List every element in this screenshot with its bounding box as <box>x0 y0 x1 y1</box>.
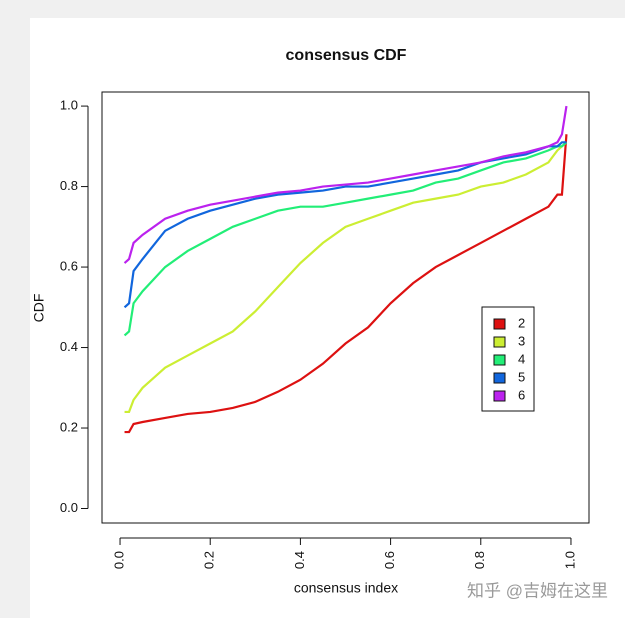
legend-swatch <box>493 354 506 366</box>
legend-swatch <box>493 390 506 402</box>
chart-title: consensus CDF <box>286 47 407 64</box>
legend-swatch <box>493 318 506 330</box>
watermark: 知乎 @吉姆在这里 <box>467 581 608 600</box>
series-line <box>124 134 568 434</box>
legend-swatch <box>493 336 506 348</box>
y-tick-label: 0.8 <box>60 178 78 193</box>
y-axis-label: CDF <box>31 294 47 323</box>
y-tick-label: 0.0 <box>60 500 78 515</box>
legend-label: 6 <box>518 387 525 402</box>
legend-swatch <box>493 372 506 384</box>
legend-label: 3 <box>518 333 525 348</box>
legend-box <box>481 306 535 412</box>
x-tick-label: 0.0 <box>111 551 126 569</box>
legend-label: 2 <box>518 315 525 330</box>
y-tick-label: 1.0 <box>60 98 78 113</box>
y-tick-label: 0.4 <box>60 339 78 354</box>
series-line <box>123 105 568 264</box>
series-line <box>124 141 568 414</box>
x-tick-label: 0.8 <box>472 551 487 569</box>
legend-label: 5 <box>518 369 525 384</box>
panel <box>30 18 625 618</box>
x-axis-label: consensus index <box>294 580 398 596</box>
legend-label: 4 <box>518 351 525 366</box>
y-tick-label: 0.6 <box>60 258 78 273</box>
x-tick-label: 0.4 <box>292 551 307 569</box>
series-line <box>123 141 567 309</box>
plot-frame <box>101 91 590 524</box>
x-tick-label: 0.6 <box>382 551 397 569</box>
x-tick-label: 1.0 <box>562 551 577 569</box>
x-tick-label: 0.2 <box>202 551 217 569</box>
series-line <box>123 141 568 337</box>
y-tick-label: 0.2 <box>60 419 78 434</box>
